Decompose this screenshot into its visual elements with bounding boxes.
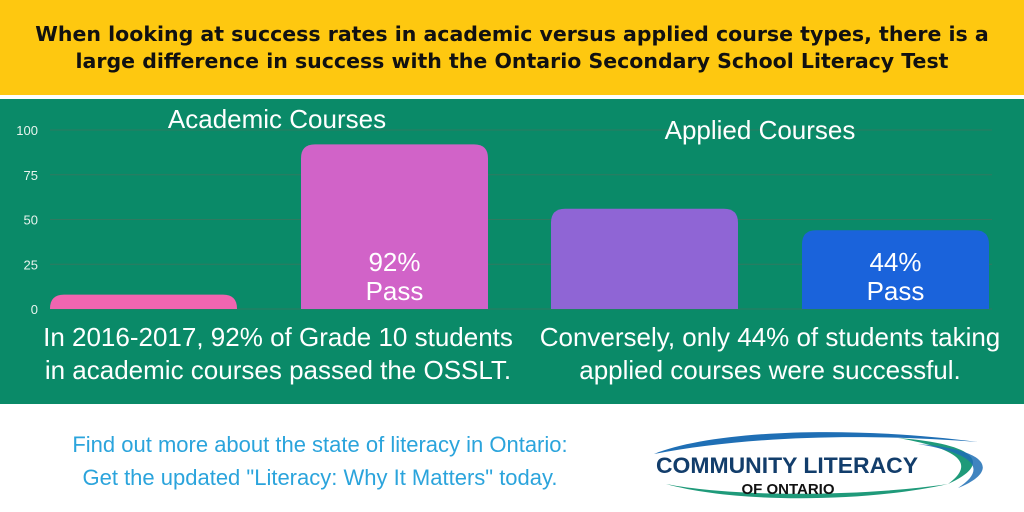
logo-swoosh-top (654, 432, 978, 454)
logo-swoosh-bottom (666, 484, 948, 499)
applied-caption: Conversely, only 44% of students taking … (539, 322, 1001, 385)
bar-1 (50, 294, 237, 309)
footer-line-1: Find out more about the state of literac… (72, 432, 568, 457)
divider-strip (0, 95, 1024, 99)
group-title-2: Applied Courses (665, 115, 856, 145)
bar-2 (301, 144, 488, 309)
bar-3 (551, 208, 738, 309)
y-tick-label: 50 (24, 213, 38, 228)
bar-2-label: 92% Pass (366, 247, 424, 306)
logo-name: COMMUNITY LITERACY (656, 453, 918, 478)
chart-panel: 0 25 50 75 100 92% Pass 44% Pass Academic Courses… (0, 99, 1024, 404)
bar-4-label: 44% Pass (867, 247, 925, 306)
footer-line-2: Get the updated "Literacy: Why It Matter… (82, 465, 558, 490)
footer-text: Find out more about the state of literac… (20, 428, 620, 494)
bar-chart: 0 25 50 75 100 92% Pass 44% Pass Academic Courses… (16, 104, 992, 317)
bar-4 (802, 230, 989, 309)
headline-banner: When looking at success rates in academi… (0, 0, 1024, 95)
academic-caption: In 2016-2017, 92% of Grade 10 students i… (43, 322, 513, 385)
headline: When looking at success rates in academi… (35, 21, 989, 73)
community-literacy-logo: COMMUNITY LITERACY OF ONTARIO (654, 432, 983, 499)
y-tick-label: 75 (24, 168, 38, 183)
y-tick-label: 25 (24, 257, 38, 272)
logo-sub: OF ONTARIO (741, 481, 834, 498)
group-title-1: Academic Courses (168, 104, 386, 134)
y-tick-label: 100 (16, 123, 38, 138)
y-tick-label: 0 (31, 302, 38, 317)
logo-swoosh-blue-right (918, 444, 983, 488)
